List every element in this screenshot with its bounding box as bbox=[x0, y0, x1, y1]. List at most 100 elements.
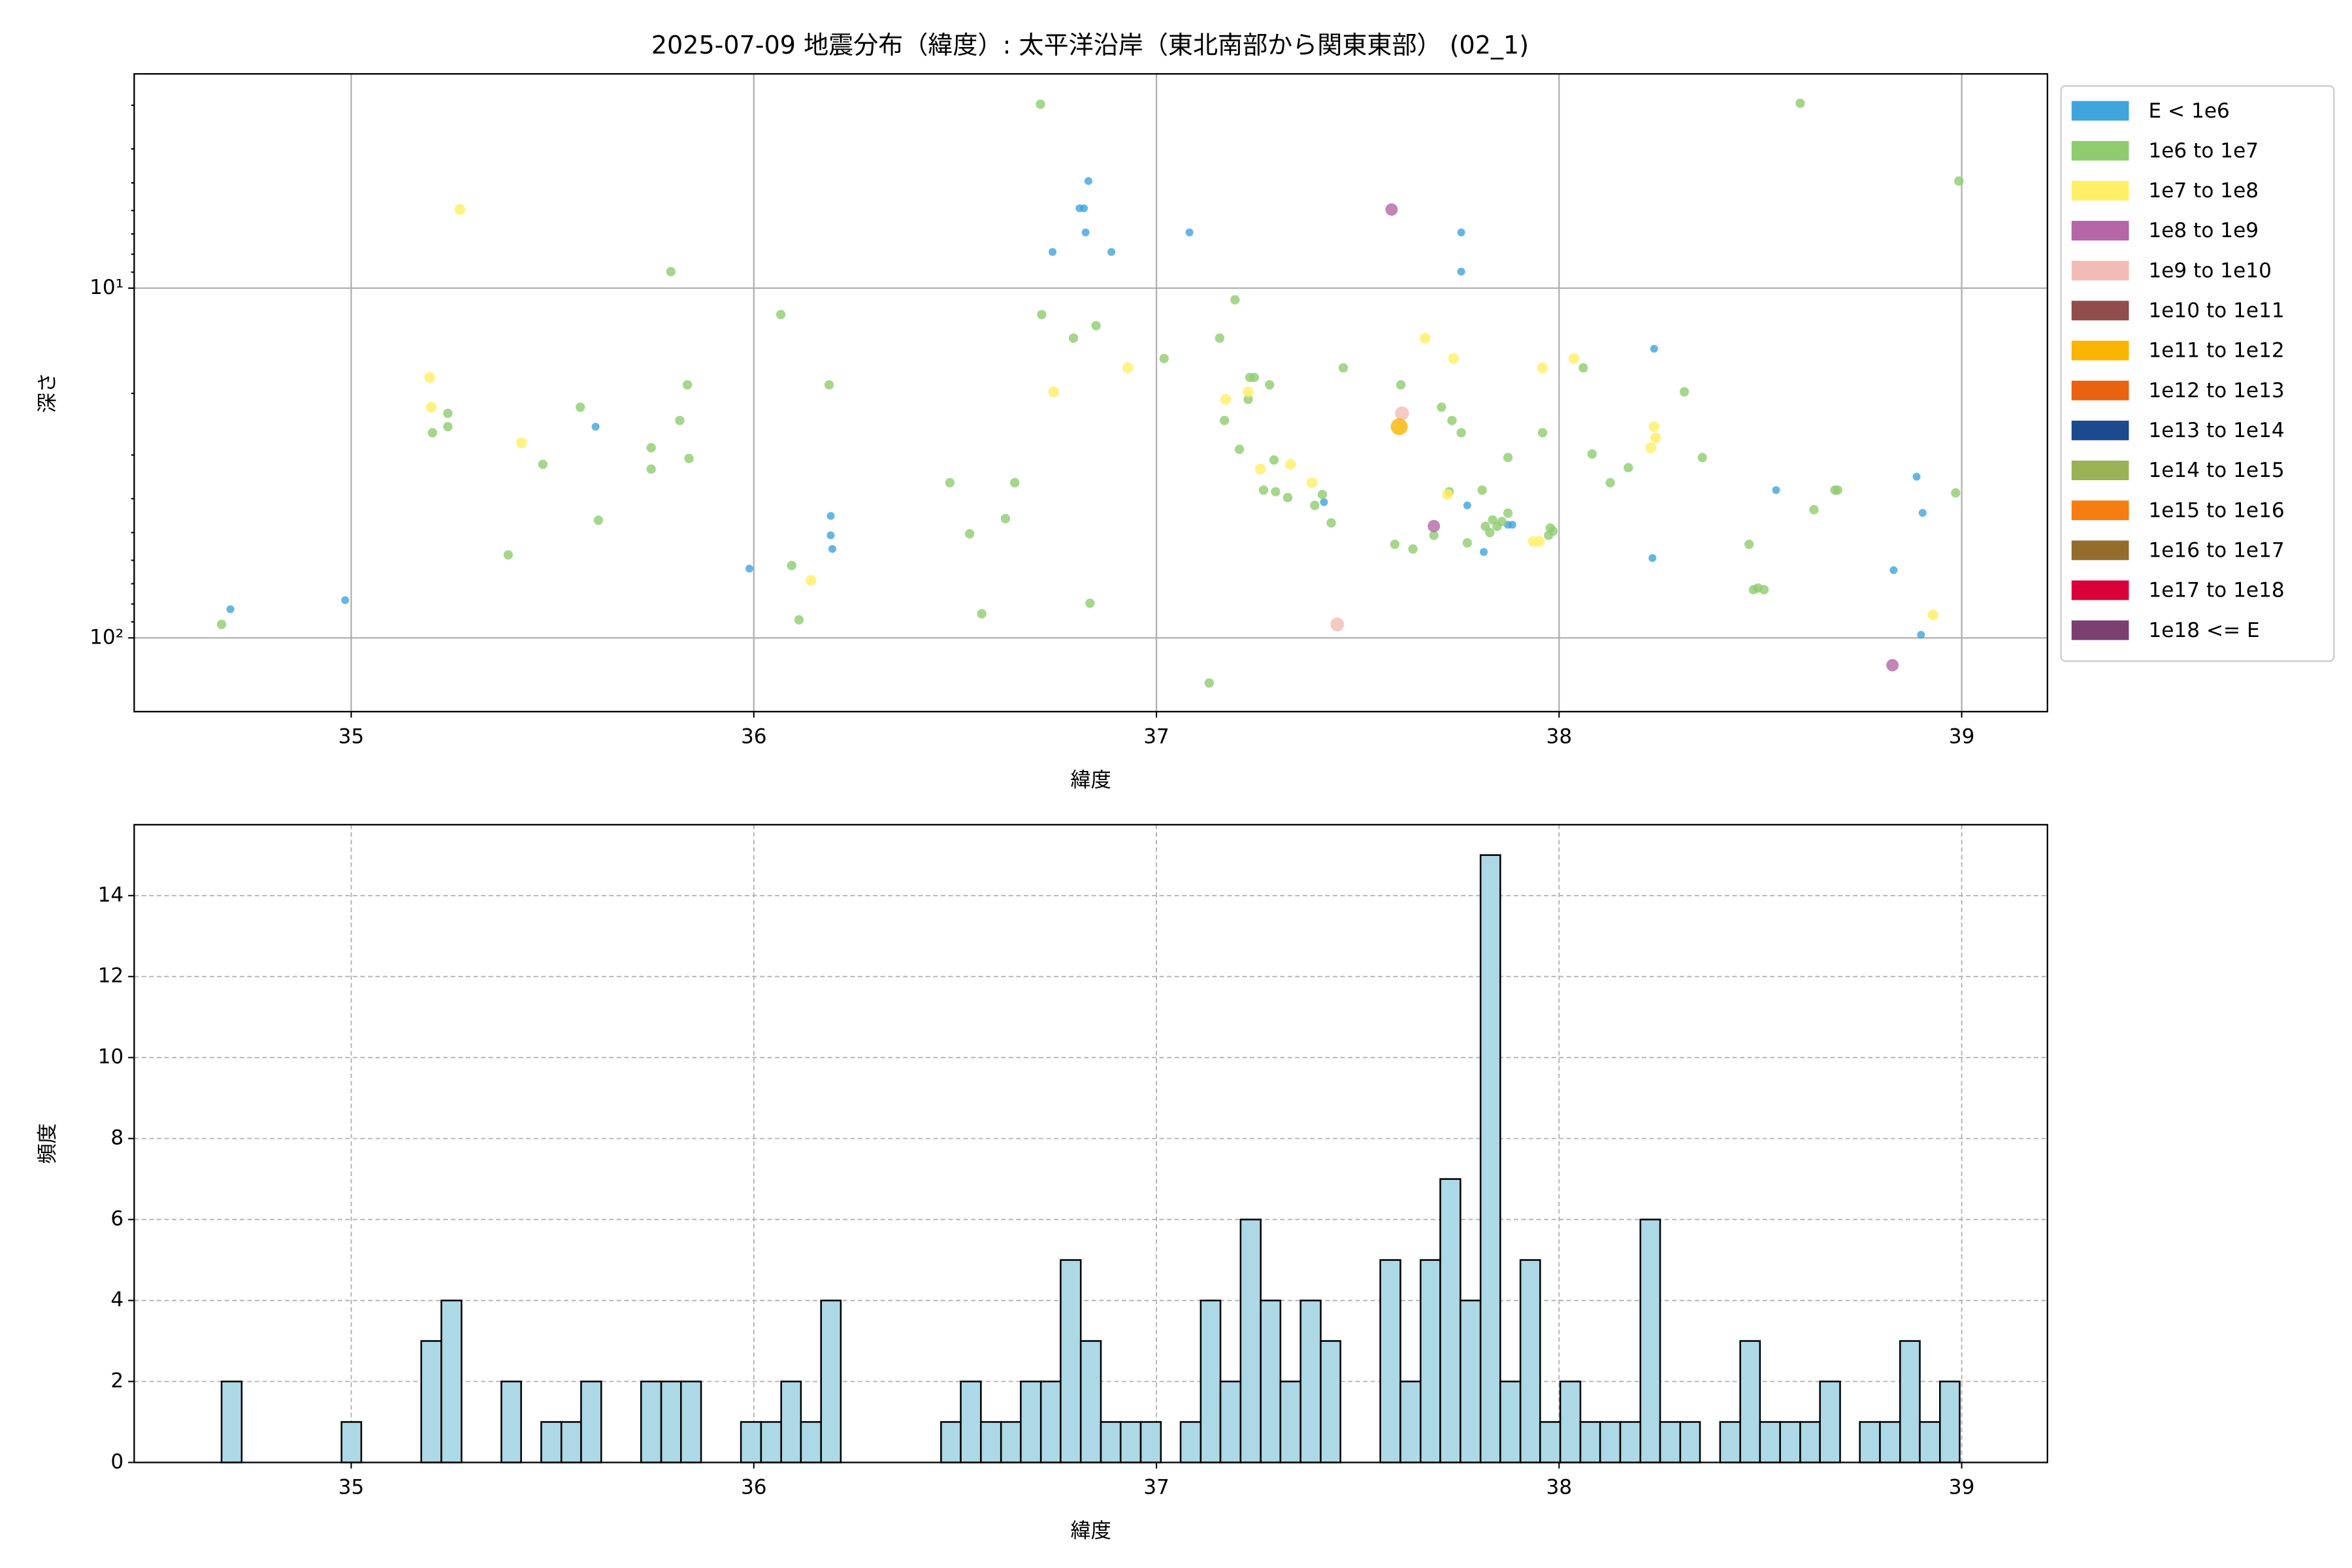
legend-swatch bbox=[2071, 221, 2129, 241]
data-point bbox=[1234, 444, 1245, 454]
data-point bbox=[1650, 344, 1658, 353]
data-point bbox=[1447, 416, 1457, 425]
histogram-bar bbox=[1679, 1421, 1701, 1463]
data-point bbox=[1243, 395, 1253, 404]
y-tick-label: 10 bbox=[98, 1045, 124, 1069]
histogram-bar bbox=[1119, 1421, 1142, 1463]
legend-label: 1e9 to 1e10 bbox=[2148, 259, 2271, 282]
data-point bbox=[1809, 504, 1819, 515]
data-point bbox=[1759, 585, 1769, 595]
data-point bbox=[964, 529, 975, 539]
histogram-bar bbox=[1460, 1299, 1482, 1463]
histogram-bar bbox=[1879, 1421, 1901, 1463]
x-tick-label: 38 bbox=[1546, 1476, 1573, 1499]
histogram-bar bbox=[800, 1421, 822, 1463]
data-point bbox=[1419, 333, 1431, 344]
histogram-bar bbox=[1379, 1259, 1401, 1463]
data-point bbox=[1271, 487, 1281, 497]
y-axis-label: 頻度 bbox=[36, 1123, 59, 1164]
histogram-bar bbox=[1899, 1340, 1921, 1463]
data-point bbox=[1503, 508, 1513, 518]
data-point bbox=[824, 380, 834, 390]
data-point bbox=[1889, 566, 1898, 574]
legend-swatch bbox=[2071, 461, 2129, 480]
data-point bbox=[1457, 228, 1465, 237]
data-point bbox=[787, 561, 796, 570]
histogram-bar bbox=[1399, 1380, 1422, 1463]
data-point bbox=[1428, 519, 1441, 532]
data-point bbox=[1282, 493, 1293, 502]
histogram-bar bbox=[980, 1421, 1002, 1463]
data-point bbox=[1254, 463, 1266, 475]
x-axis-label: 緯度 bbox=[1070, 1520, 1111, 1543]
data-point bbox=[1537, 362, 1548, 374]
histogram-bar bbox=[420, 1340, 442, 1463]
histogram-bar bbox=[1499, 1380, 1522, 1463]
histogram-bar bbox=[1919, 1421, 1941, 1463]
data-point bbox=[1408, 544, 1418, 554]
data-point bbox=[1648, 554, 1657, 563]
data-point bbox=[1091, 321, 1101, 331]
data-point bbox=[1330, 617, 1345, 632]
chart-title: 2025-07-09 地震分布（緯度）: 太平洋沿岸（東北南部から関東東部） (… bbox=[651, 31, 1529, 59]
legend-swatch bbox=[2071, 101, 2129, 121]
legend-label: 1e14 to 1e15 bbox=[2148, 459, 2284, 482]
data-point bbox=[646, 443, 656, 453]
histogram-bar bbox=[1519, 1259, 1541, 1463]
data-point bbox=[1084, 177, 1092, 186]
data-point bbox=[1243, 386, 1254, 398]
data-point bbox=[826, 531, 835, 540]
data-point bbox=[1080, 204, 1088, 212]
data-point bbox=[1037, 310, 1047, 319]
data-point bbox=[1437, 402, 1446, 412]
data-point bbox=[1000, 514, 1011, 523]
data-point bbox=[1497, 517, 1507, 527]
histogram-bar bbox=[1779, 1421, 1801, 1463]
data-point bbox=[666, 267, 676, 276]
data-point bbox=[1457, 267, 1465, 276]
data-point bbox=[1269, 455, 1279, 465]
data-point bbox=[977, 609, 987, 619]
data-point bbox=[1463, 501, 1471, 510]
x-tick-label: 37 bbox=[1143, 1476, 1169, 1499]
data-point bbox=[1284, 459, 1296, 470]
data-point bbox=[826, 512, 835, 520]
data-point bbox=[1220, 416, 1230, 425]
legend-swatch bbox=[2071, 301, 2129, 321]
y-tick-label: 10¹ bbox=[90, 276, 123, 299]
data-point bbox=[1697, 453, 1707, 463]
data-point bbox=[1390, 418, 1408, 436]
legend-swatch bbox=[2071, 180, 2129, 201]
data-point bbox=[1085, 598, 1095, 608]
data-point bbox=[1833, 485, 1842, 495]
data-point bbox=[945, 478, 955, 487]
data-point bbox=[1533, 536, 1545, 547]
histogram-bar bbox=[1799, 1421, 1821, 1463]
legend-swatch bbox=[2071, 540, 2129, 561]
data-point bbox=[1395, 406, 1409, 421]
data-point bbox=[538, 459, 548, 469]
data-point bbox=[1917, 630, 1925, 639]
data-point bbox=[1650, 432, 1661, 444]
x-tick-label: 38 bbox=[1546, 725, 1573, 748]
data-point bbox=[1442, 489, 1453, 500]
histogram-bar bbox=[960, 1380, 982, 1463]
legend-label: 1e11 to 1e12 bbox=[2148, 339, 2284, 363]
data-point bbox=[1462, 538, 1472, 548]
data-point bbox=[1744, 539, 1754, 549]
histogram-bar bbox=[1060, 1259, 1082, 1463]
histogram-bar bbox=[820, 1299, 842, 1463]
histogram-bar bbox=[1559, 1380, 1582, 1463]
data-point bbox=[1485, 528, 1495, 538]
data-point bbox=[1954, 176, 1964, 186]
data-point bbox=[341, 596, 350, 604]
histogram-bar bbox=[1219, 1380, 1242, 1463]
data-point bbox=[1624, 463, 1633, 472]
y-tick-label: 14 bbox=[98, 883, 124, 907]
histogram-bar bbox=[1320, 1340, 1341, 1463]
histogram-bar bbox=[1200, 1299, 1222, 1463]
histogram-bar bbox=[1479, 854, 1501, 1463]
data-point bbox=[1048, 386, 1060, 398]
x-tick-label: 37 bbox=[1143, 725, 1169, 748]
y-tick-label: 6 bbox=[110, 1207, 123, 1231]
